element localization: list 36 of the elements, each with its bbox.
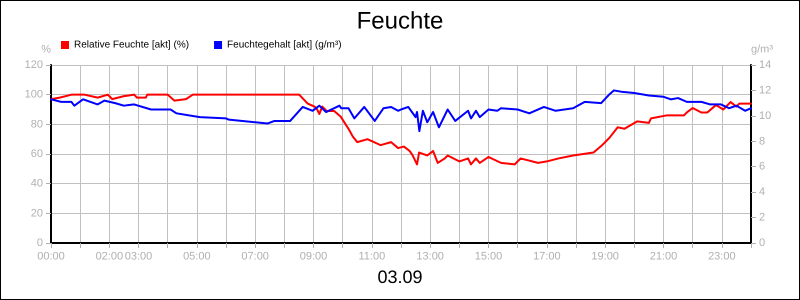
x-tick-label: 15:00 (474, 250, 502, 262)
y2-tick-label: 0 (759, 237, 766, 249)
x-axis-title: 03.09 (377, 267, 423, 287)
y2-tick-label: 10 (759, 110, 772, 122)
y2-tick-label: 6 (759, 160, 766, 173)
y-axis-title: % (41, 44, 52, 56)
y-tick-label: 60 (30, 148, 43, 160)
y2-tick-label: 8 (759, 135, 766, 148)
x-tick-label: 13:00 (416, 250, 444, 262)
y-tick-label: 80 (30, 118, 43, 130)
y-tick-label: 120 (24, 59, 43, 71)
y2-axis-title: g/m³ (751, 44, 774, 56)
x-tick-label: 02:00 (96, 250, 124, 262)
y-tick-label: 20 (30, 207, 43, 220)
y2-tick-label: 4 (759, 186, 766, 198)
legend-label: Feuchtegehalt [akt] (g/m³) (227, 40, 342, 50)
x-tick-label: 19:00 (591, 250, 619, 262)
line-series (50, 89, 752, 132)
x-tick-label: 03:00 (124, 250, 152, 262)
x-tick-label: 21:00 (650, 250, 678, 262)
line-series (50, 94, 752, 166)
y2-tick-label: 14 (759, 59, 772, 71)
y-tick-label: 100 (24, 88, 43, 101)
x-tick-label: 09:00 (300, 250, 328, 262)
y-tick-label: 40 (30, 178, 43, 190)
x-tick-label: 07:00 (241, 250, 269, 262)
y2-tick-label: 12 (759, 84, 772, 96)
chart-title: Feuchte (356, 8, 444, 34)
legend-label: Relative Feuchte [akt] (%) (74, 40, 190, 50)
y2-tick-label: 2 (759, 212, 766, 224)
x-tick-label: 17:00 (533, 250, 561, 262)
x-tick-label: 00:00 (37, 250, 65, 262)
x-tick-label: 23:00 (708, 250, 736, 262)
y-tick-label: 0 (36, 237, 43, 249)
x-tick-label: 05:00 (183, 250, 211, 262)
x-tick-label: 11:00 (358, 250, 386, 262)
